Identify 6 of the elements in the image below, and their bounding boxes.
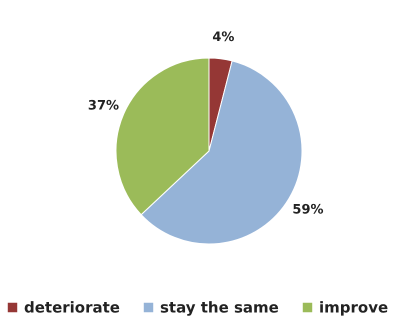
data-label: 59% (292, 202, 324, 218)
legend-label: deteriorate (24, 298, 120, 317)
legend-label: stay the same (160, 298, 279, 317)
data-label: 37% (88, 98, 120, 114)
legend-label: improve (319, 298, 388, 317)
data-label: 4% (212, 30, 234, 45)
